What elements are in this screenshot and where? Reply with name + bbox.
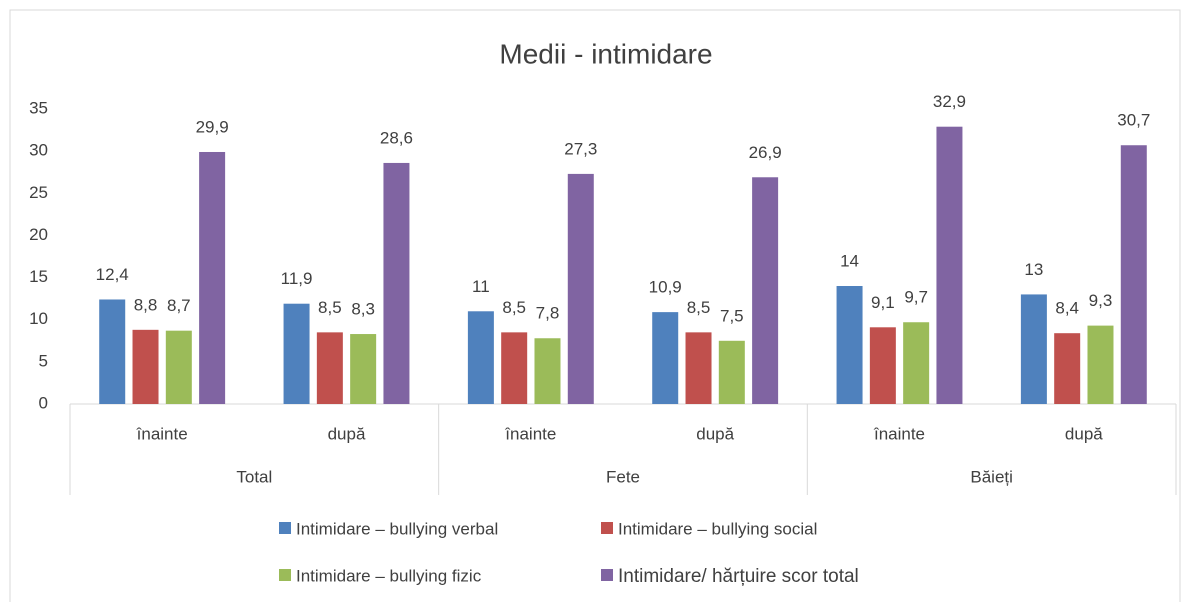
value-label: 12,4	[96, 265, 129, 284]
x-tick-label: înainte	[504, 424, 556, 443]
y-tick-label: 15	[29, 267, 48, 286]
bar	[199, 151, 226, 404]
bar	[99, 299, 126, 404]
value-label: 10,9	[649, 278, 682, 297]
bar	[165, 330, 192, 404]
value-label: 8,5	[502, 298, 526, 317]
value-label: 8,5	[687, 298, 711, 317]
bar	[1020, 294, 1047, 404]
legend-label: Intimidare – bullying fizic	[296, 566, 482, 585]
bar	[1054, 333, 1081, 404]
x-tick-label: după	[1065, 424, 1103, 443]
bar	[752, 177, 779, 404]
legend-swatch	[601, 522, 613, 534]
legend-swatch	[601, 569, 613, 581]
bar	[132, 329, 159, 404]
legend-label: Intimidare – bullying verbal	[296, 519, 498, 538]
value-label: 8,8	[134, 295, 158, 314]
x-tick-label: înainte	[136, 424, 188, 443]
value-label: 30,7	[1117, 111, 1150, 130]
bar	[501, 332, 528, 404]
x-tick-label: după	[328, 424, 366, 443]
group-label: Băieți	[970, 467, 1013, 486]
x-tick-label: după	[696, 424, 734, 443]
value-label: 11,9	[281, 269, 313, 288]
bar	[652, 312, 679, 404]
bar	[383, 162, 410, 404]
y-tick-label: 25	[29, 183, 48, 202]
bar	[718, 340, 745, 404]
value-label: 11	[472, 277, 490, 296]
value-label: 13	[1024, 260, 1043, 279]
bar	[567, 173, 594, 404]
bar	[1087, 325, 1114, 404]
y-tick-label: 30	[29, 141, 48, 160]
value-label: 8,5	[318, 298, 342, 317]
value-label: 27,3	[564, 139, 597, 158]
chart-border	[9, 9, 1181, 602]
value-label: 29,9	[196, 117, 229, 136]
bar	[467, 311, 494, 404]
value-label: 7,8	[536, 304, 560, 323]
bar	[316, 332, 343, 404]
value-label: 9,3	[1089, 291, 1113, 310]
bar	[534, 338, 561, 404]
value-label: 8,7	[167, 296, 191, 315]
legend-label: Intimidare – bullying social	[618, 519, 817, 538]
group-label: Total	[236, 467, 272, 486]
y-tick-label: 0	[39, 393, 48, 412]
bar	[903, 322, 930, 404]
bar	[685, 332, 712, 404]
value-label: 7,5	[720, 306, 744, 325]
legend-swatch	[279, 522, 291, 534]
y-tick-label: 5	[39, 351, 48, 370]
bar	[283, 303, 310, 404]
value-label: 9,7	[904, 288, 928, 307]
group-label: Fete	[606, 467, 640, 486]
value-label: 8,4	[1055, 299, 1079, 318]
value-label: 9,1	[871, 293, 895, 312]
legend-swatch	[279, 569, 291, 581]
y-tick-label: 10	[29, 309, 48, 328]
value-label: 32,9	[933, 92, 966, 111]
x-tick-label: înainte	[873, 424, 925, 443]
value-label: 28,6	[380, 128, 413, 147]
bar	[350, 334, 377, 404]
value-label: 8,3	[351, 300, 375, 319]
chart-title: Medii - intimidare	[499, 38, 712, 69]
value-label: 26,9	[749, 143, 782, 162]
bar	[936, 126, 963, 404]
value-label: 14	[840, 251, 859, 270]
y-tick-label: 35	[29, 98, 48, 117]
bar	[836, 286, 863, 404]
y-tick-label: 20	[29, 225, 48, 244]
bar	[869, 327, 896, 404]
bar	[1120, 145, 1147, 404]
legend-label: Intimidare/ hărțuire scor total	[618, 566, 859, 587]
